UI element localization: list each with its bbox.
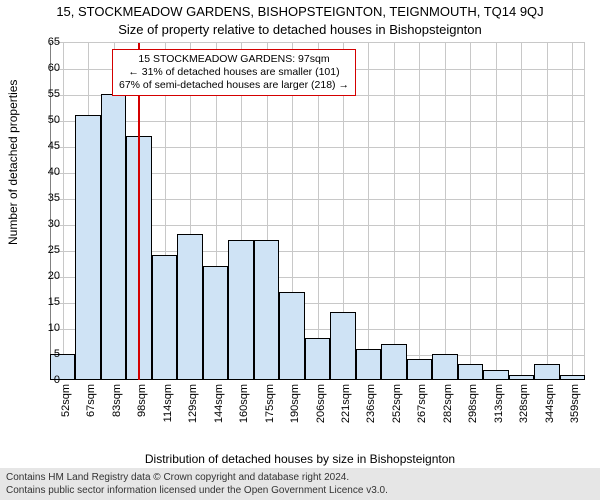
histogram-bar [152, 255, 177, 380]
footer-line1: Contains HM Land Registry data © Crown c… [6, 471, 594, 484]
histogram-bar [356, 349, 381, 380]
y-tick-label: 20 [30, 270, 60, 282]
grid-v [470, 43, 471, 380]
histogram-bar [101, 94, 126, 380]
grid-v [521, 43, 522, 380]
y-tick-label: 35 [30, 192, 60, 204]
histogram-bar [560, 375, 585, 380]
x-tick-label: 98sqm [136, 384, 148, 429]
x-tick-label: 313sqm [493, 384, 505, 429]
footer: Contains HM Land Registry data © Crown c… [0, 468, 600, 500]
histogram-bar [254, 240, 279, 380]
histogram-bar [228, 240, 253, 380]
y-axis-label: Number of detached properties [6, 80, 20, 245]
y-tick-label: 50 [30, 114, 60, 126]
x-tick-label: 328sqm [518, 384, 530, 429]
y-tick-label: 65 [30, 36, 60, 48]
histogram-bar [432, 354, 457, 380]
y-tick-label: 0 [30, 374, 60, 386]
histogram-bar [381, 344, 406, 380]
histogram-bar [279, 292, 304, 380]
grid-v [496, 43, 497, 380]
x-tick-label: 52sqm [60, 384, 72, 429]
y-tick-label: 15 [30, 296, 60, 308]
grid-v [368, 43, 369, 380]
x-tick-label: 83sqm [111, 384, 123, 429]
grid-v [419, 43, 420, 380]
grid-v [547, 43, 548, 380]
histogram-bar [509, 375, 534, 380]
x-tick-label: 252sqm [391, 384, 403, 429]
annotation-line1: 15 STOCKMEADOW GARDENS: 97sqm [119, 53, 349, 66]
grid-v [394, 43, 395, 380]
x-tick-label: 144sqm [213, 384, 225, 429]
chart-plot-area: 15 STOCKMEADOW GARDENS: 97sqm← 31% of de… [50, 42, 585, 380]
x-tick-label: 129sqm [187, 384, 199, 429]
annotation-line3: 67% of semi-detached houses are larger (… [119, 79, 349, 92]
title-line1: 15, STOCKMEADOW GARDENS, BISHOPSTEIGNTON… [0, 4, 600, 19]
x-tick-label: 282sqm [442, 384, 454, 429]
histogram-bar [330, 312, 355, 380]
annotation-line2: ← 31% of detached houses are smaller (10… [119, 66, 349, 79]
y-tick-label: 25 [30, 244, 60, 256]
annotation-box: 15 STOCKMEADOW GARDENS: 97sqm← 31% of de… [112, 49, 356, 96]
x-tick-label: 298sqm [467, 384, 479, 429]
y-tick-label: 60 [30, 62, 60, 74]
histogram-bar [177, 234, 202, 380]
x-tick-label: 206sqm [315, 384, 327, 429]
y-tick-label: 10 [30, 322, 60, 334]
x-tick-label: 267sqm [416, 384, 428, 429]
grid-v [63, 43, 64, 380]
x-axis-label: Distribution of detached houses by size … [0, 452, 600, 466]
y-tick-label: 30 [30, 218, 60, 230]
grid-v [445, 43, 446, 380]
histogram-bar [203, 266, 228, 380]
y-tick-label: 5 [30, 348, 60, 360]
x-tick-label: 67sqm [85, 384, 97, 429]
y-tick-label: 40 [30, 166, 60, 178]
histogram-bar [407, 359, 432, 380]
x-tick-label: 190sqm [289, 384, 301, 429]
footer-line2: Contains public sector information licen… [6, 484, 594, 497]
x-tick-label: 160sqm [238, 384, 250, 429]
y-tick-label: 45 [30, 140, 60, 152]
histogram-bar [305, 338, 330, 380]
x-tick-label: 344sqm [544, 384, 556, 429]
histogram-bar [483, 370, 508, 380]
histogram-bar [534, 364, 559, 380]
grid-v [572, 43, 573, 380]
x-tick-label: 221sqm [340, 384, 352, 429]
histogram-bar [75, 115, 100, 380]
x-tick-label: 114sqm [162, 384, 174, 429]
x-tick-label: 236sqm [365, 384, 377, 429]
x-tick-label: 175sqm [264, 384, 276, 429]
title-line2: Size of property relative to detached ho… [0, 22, 600, 37]
x-tick-label: 359sqm [569, 384, 581, 429]
y-tick-label: 55 [30, 88, 60, 100]
histogram-bar [458, 364, 483, 380]
